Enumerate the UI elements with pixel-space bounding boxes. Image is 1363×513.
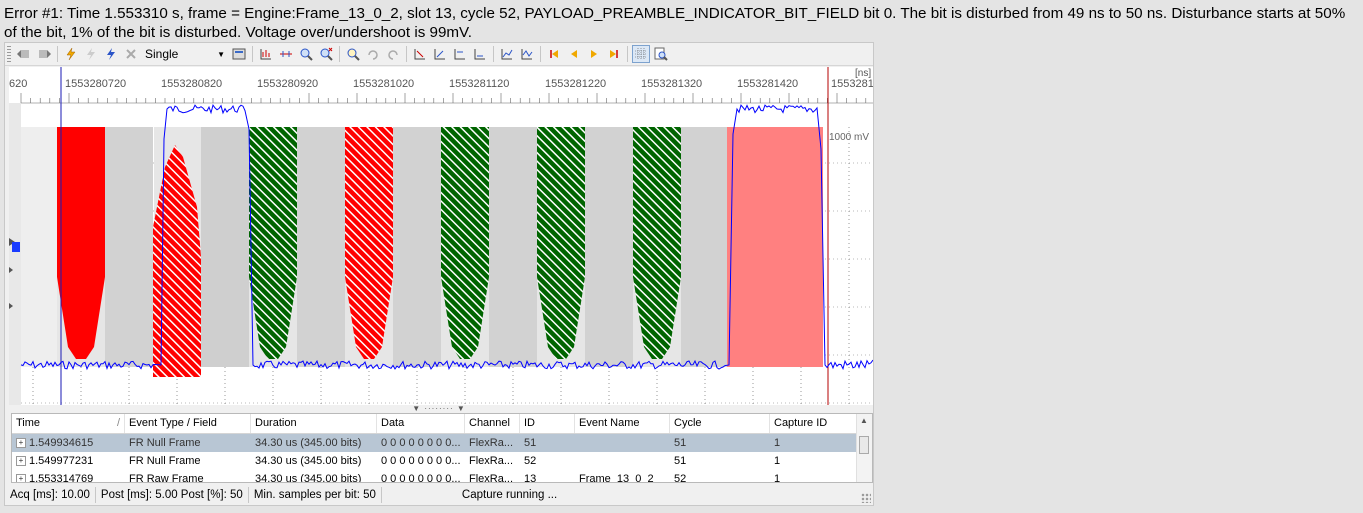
expand-icon[interactable]: + bbox=[16, 474, 26, 482]
grid-icon[interactable] bbox=[632, 45, 650, 63]
channel-right-icon[interactable] bbox=[35, 45, 53, 63]
toolbar: Single ▼ bbox=[5, 43, 873, 66]
col-channel[interactable]: Channel bbox=[465, 414, 520, 433]
bit-band bbox=[489, 127, 537, 367]
undo-icon[interactable] bbox=[364, 45, 382, 63]
bit-marker bbox=[537, 127, 585, 359]
marker-3-icon[interactable] bbox=[451, 45, 469, 63]
axis-unit-label: [ns] bbox=[855, 68, 871, 79]
bit-band bbox=[585, 127, 633, 367]
status-capture: Capture running ... bbox=[461, 489, 558, 501]
marker-2-icon[interactable] bbox=[431, 45, 449, 63]
trigger-disabled-icon[interactable] bbox=[82, 45, 100, 63]
channel-arrow-icon bbox=[9, 303, 13, 309]
bit-marker bbox=[153, 145, 201, 377]
last-icon[interactable] bbox=[605, 45, 623, 63]
bit-band bbox=[681, 127, 729, 367]
axis-tick-label: 620 bbox=[9, 78, 27, 90]
bit-band bbox=[201, 127, 249, 367]
axis-tick-label: 1553280920 bbox=[257, 78, 318, 90]
error-highlight bbox=[727, 127, 823, 367]
graph-1-icon[interactable] bbox=[498, 45, 516, 63]
bit-band bbox=[297, 127, 345, 367]
channel-arrow-icon bbox=[9, 267, 13, 273]
bit-marker bbox=[441, 127, 489, 359]
col-time[interactable]: Time / bbox=[12, 414, 125, 433]
axis-tick-label: 1553280820 bbox=[161, 78, 222, 90]
table-header: Time / Event Type / Field Duration Data C… bbox=[12, 414, 857, 434]
close-icon[interactable] bbox=[122, 45, 140, 63]
bit-marker bbox=[249, 127, 297, 359]
magnify-icon[interactable] bbox=[652, 45, 670, 63]
marker-1-icon[interactable] bbox=[411, 45, 429, 63]
axis-tick-label: 1553281420 bbox=[737, 78, 798, 90]
voltage-label: 1000 mV bbox=[829, 132, 869, 143]
mode-select[interactable]: Single ▼ bbox=[141, 45, 229, 63]
bit-marker bbox=[57, 127, 105, 359]
col-event-type[interactable]: Event Type / Field bbox=[125, 414, 251, 433]
chart-icon[interactable] bbox=[257, 45, 275, 63]
grip-icon[interactable] bbox=[7, 46, 11, 62]
axis-tick-label: 1553280720 bbox=[65, 78, 126, 90]
resize-grip-icon[interactable] bbox=[861, 493, 871, 503]
lightning-icon[interactable] bbox=[102, 45, 120, 63]
zoom-range-icon[interactable] bbox=[277, 45, 295, 63]
status-bar: Acq [ms]: 10.00 Post [ms]: 5.00 Post [%]… bbox=[5, 485, 873, 505]
bit-marker bbox=[633, 127, 681, 359]
waveform-svg[interactable]: 620 1553280720 1553280820 1553280920 1553281… bbox=[9, 67, 874, 407]
marker-4-icon[interactable] bbox=[471, 45, 489, 63]
axis-tick-label: 1553281320 bbox=[641, 78, 702, 90]
prev-icon[interactable] bbox=[565, 45, 583, 63]
mode-select-value: Single bbox=[145, 47, 179, 61]
zoom-fit-icon[interactable] bbox=[344, 45, 362, 63]
table-row[interactable]: +1.549934615 FR Null Frame 34.30 us (345… bbox=[12, 434, 857, 452]
analyzer-window: Single ▼ bbox=[4, 42, 874, 506]
next-icon[interactable] bbox=[585, 45, 603, 63]
expand-icon[interactable]: + bbox=[16, 438, 26, 449]
bit-band bbox=[393, 127, 441, 367]
channel-left-icon[interactable] bbox=[15, 45, 33, 63]
splitter-handle[interactable]: ▼ ········ ▼ bbox=[5, 404, 873, 413]
status-acq: Acq [ms]: 10.00 bbox=[5, 487, 96, 503]
first-icon[interactable] bbox=[545, 45, 563, 63]
select-dropdown-icon[interactable]: ▼ bbox=[217, 49, 225, 59]
axis-tick-label: 1553281120 bbox=[449, 78, 509, 90]
trigger-icon[interactable] bbox=[62, 45, 80, 63]
bit-marker bbox=[345, 127, 393, 359]
status-post: Post [ms]: 5.00 Post [%]: 50 bbox=[96, 487, 249, 503]
col-data[interactable]: Data bbox=[377, 414, 465, 433]
col-capture-id[interactable]: Capture ID bbox=[770, 414, 857, 433]
col-event-name[interactable]: Event Name bbox=[575, 414, 670, 433]
export-icon[interactable] bbox=[230, 45, 248, 63]
axis-background bbox=[9, 67, 873, 103]
expand-icon[interactable]: + bbox=[16, 456, 26, 467]
signal-trace bbox=[20, 103, 874, 371]
bit-band bbox=[105, 127, 153, 367]
graph-2-icon[interactable] bbox=[518, 45, 536, 63]
zoom-out-icon[interactable] bbox=[317, 45, 335, 63]
bit-band bbox=[21, 127, 57, 367]
zoom-in-icon[interactable] bbox=[297, 45, 315, 63]
table-row[interactable]: +1.553314769 FR Raw Frame 34.30 us (345.… bbox=[12, 470, 857, 482]
trigger-level-icon bbox=[12, 242, 20, 252]
waveform-chart[interactable]: 620 1553280720 1553280820 1553280920 1553281… bbox=[9, 67, 874, 407]
scroll-thumb[interactable] bbox=[859, 436, 869, 454]
status-min-samples: Min. samples per bit: 50 bbox=[249, 487, 382, 503]
col-cycle[interactable]: Cycle bbox=[670, 414, 770, 433]
table-row[interactable]: +1.549977231 FR Null Frame 34.30 us (345… bbox=[12, 452, 857, 470]
table-scrollbar[interactable]: ▲ bbox=[856, 414, 872, 482]
redo-icon[interactable] bbox=[384, 45, 402, 63]
axis-tick-label: 1553281 bbox=[831, 78, 873, 90]
col-id[interactable]: ID bbox=[520, 414, 575, 433]
event-table: Time / Event Type / Field Duration Data C… bbox=[11, 413, 873, 483]
axis-tick-label: 1553281020 bbox=[353, 78, 414, 90]
col-duration[interactable]: Duration bbox=[251, 414, 377, 433]
error-message: Error #1: Time 1.553310 s, frame = Engin… bbox=[4, 5, 1346, 41]
axis-tick-label: 1553281220 bbox=[545, 78, 606, 90]
scroll-up-icon[interactable]: ▲ bbox=[860, 416, 868, 425]
